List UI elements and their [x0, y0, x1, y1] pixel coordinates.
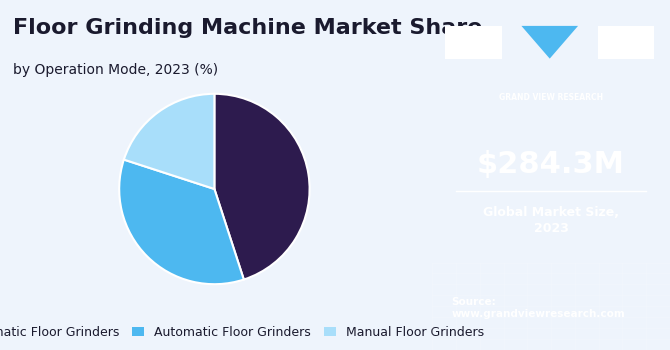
Legend: Semi-Automatic Floor Grinders, Automatic Floor Grinders, Manual Floor Grinders: Semi-Automatic Floor Grinders, Automatic… — [0, 321, 489, 344]
Text: Source:
www.grandviewresearch.com: Source: www.grandviewresearch.com — [451, 297, 625, 319]
Wedge shape — [124, 94, 214, 189]
Polygon shape — [521, 26, 578, 58]
Text: Floor Grinding Machine Market Share: Floor Grinding Machine Market Share — [13, 18, 482, 37]
FancyBboxPatch shape — [446, 26, 502, 58]
Text: GRAND VIEW RESEARCH: GRAND VIEW RESEARCH — [499, 93, 603, 103]
Wedge shape — [214, 94, 310, 280]
Text: by Operation Mode, 2023 (%): by Operation Mode, 2023 (%) — [13, 63, 218, 77]
FancyBboxPatch shape — [598, 26, 654, 58]
Wedge shape — [119, 160, 244, 284]
Text: Global Market Size,
2023: Global Market Size, 2023 — [483, 206, 619, 235]
Text: $284.3M: $284.3M — [477, 150, 625, 179]
